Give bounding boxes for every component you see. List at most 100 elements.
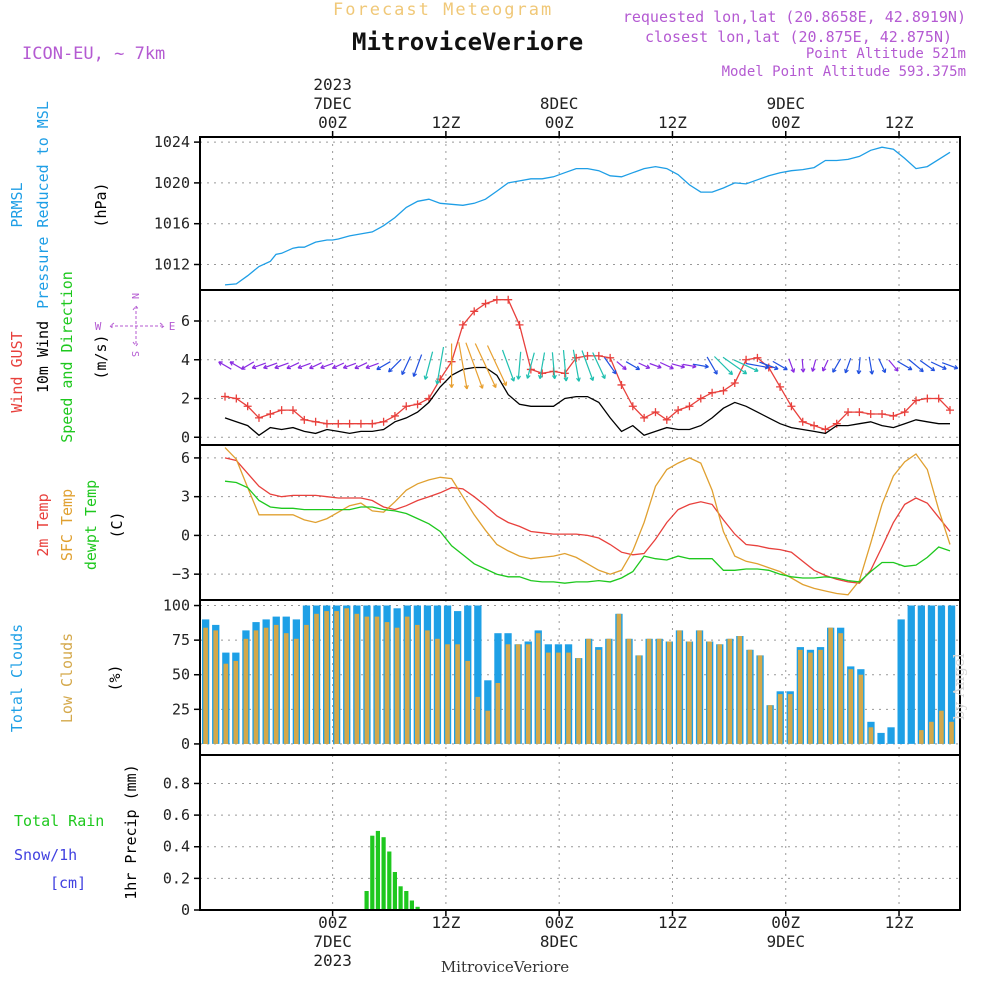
gust-marker <box>866 410 875 418</box>
wind-arrow <box>240 361 255 370</box>
wind-arrow <box>376 361 391 371</box>
wind-arrow <box>449 343 455 388</box>
compass-n: N <box>129 293 140 299</box>
low-cloud-bar <box>919 730 924 744</box>
gust-marker <box>719 386 728 395</box>
gust-marker <box>458 320 467 329</box>
wind-arrow <box>772 360 788 371</box>
low-cloud-bar <box>404 616 410 744</box>
panel-label: Total Clouds <box>8 624 26 732</box>
low-cloud-bar <box>818 649 823 744</box>
label-snow-unit: [cm] <box>50 874 86 892</box>
requested-coords: requested lon,lat (20.8658E, 42.8919N) <box>622 8 966 26</box>
low-cloud-bar <box>929 721 934 744</box>
y-tick-label: 6 <box>181 312 190 330</box>
y-tick-label: −3 <box>172 565 190 583</box>
panel-wind: 0 2 4 6 <box>181 289 961 446</box>
low-cloud-bar <box>687 641 692 744</box>
y-tick-label: 0.2 <box>163 869 190 887</box>
gust-marker <box>798 417 807 426</box>
low-cloud-bar <box>626 638 632 744</box>
compass-icon <box>109 305 165 347</box>
gust-marker <box>413 400 422 409</box>
gust-marker <box>300 415 309 424</box>
bottom-time-label: 12Z <box>431 913 460 932</box>
wind-arrow <box>474 343 497 389</box>
bottom-time-label: 12Z <box>658 913 687 932</box>
low-cloud-bar <box>747 649 753 744</box>
wind-arrow <box>538 352 546 380</box>
panel-label: (hPa) <box>92 182 110 227</box>
gust-marker <box>606 353 615 362</box>
wind-arrow <box>388 358 402 373</box>
rain-bar <box>398 886 403 910</box>
low-cloud-bar <box>495 683 501 744</box>
y-tick-label: 0.4 <box>163 838 190 856</box>
wind-arrow <box>625 361 641 371</box>
gust-marker <box>221 392 229 401</box>
wind-arrow <box>908 359 924 373</box>
low-cloud-bar <box>354 613 360 744</box>
gust-marker <box>390 411 399 420</box>
model-altitude: Model Point Altitude 593.375m <box>721 64 966 80</box>
gust-marker <box>889 411 898 420</box>
wind-arrow <box>706 356 718 375</box>
wind-arrow <box>581 350 595 382</box>
total-cloud-bar <box>474 605 482 744</box>
panel-label: dewpt Temp <box>82 480 100 570</box>
low-cloud-bar <box>546 652 551 744</box>
gust-marker <box>572 353 581 362</box>
wind-arrow <box>401 356 412 376</box>
low-cloud-bar <box>203 627 208 744</box>
wind-arrow <box>251 362 267 370</box>
low-cloud-bar <box>253 630 259 744</box>
wind-arrow <box>286 362 300 370</box>
panel-label: 2m Temp <box>34 493 52 556</box>
y-tick-label: 0 <box>181 735 190 753</box>
top-time-label: 9DEC <box>766 94 805 113</box>
wind-arrow <box>638 362 651 369</box>
low-cloud-bar <box>465 660 470 744</box>
bottom-time-label: 7DEC <box>313 932 352 951</box>
low-cloud-bar <box>314 613 319 744</box>
gust-marker <box>662 415 671 424</box>
wind-arrow <box>412 354 423 377</box>
low-cloud-bar <box>787 694 793 744</box>
label-total-rain: Total Rain <box>14 812 104 830</box>
wind-arrow <box>821 359 829 372</box>
top-time-label: 00Z <box>545 113 574 132</box>
low-cloud-bar <box>646 638 652 744</box>
low-cloud-bar <box>485 710 491 744</box>
gust-marker <box>492 295 501 304</box>
rain-bar <box>409 900 414 910</box>
wind-arrow <box>930 361 947 370</box>
rain-bar <box>375 830 380 910</box>
gust-marker <box>356 419 365 428</box>
low-cloud-bar <box>939 710 944 744</box>
wind-arrow <box>342 362 357 370</box>
wind-arrow <box>551 352 557 380</box>
gust-marker <box>628 402 637 411</box>
low-cloud-bar <box>364 616 370 744</box>
y-tick-label: 3 <box>181 488 190 506</box>
wind-arrow <box>525 352 535 379</box>
gust-marker <box>277 406 286 415</box>
y-tick-label: 1020 <box>154 174 190 192</box>
compass-e: E <box>169 320 176 333</box>
wind-arrow <box>297 362 311 370</box>
bottom-time-label: 9DEC <box>766 932 805 951</box>
wind-arrow <box>788 358 796 373</box>
panel-pressure: 1012 1016 1020 1024 <box>154 133 961 291</box>
gust-marker <box>821 425 830 434</box>
low-cloud-bar <box>677 630 682 744</box>
low-cloud-bar <box>868 727 874 744</box>
page-title: MitroviceVeriore <box>352 28 584 56</box>
low-cloud-bar <box>757 655 763 744</box>
low-cloud-bar <box>606 638 612 744</box>
low-cloud-bar <box>233 660 239 744</box>
wind-arrow <box>274 362 289 370</box>
wind-arrow <box>745 362 770 370</box>
gust-marker <box>266 410 275 418</box>
low-cloud-bar <box>384 622 390 744</box>
gust-marker <box>753 353 762 362</box>
